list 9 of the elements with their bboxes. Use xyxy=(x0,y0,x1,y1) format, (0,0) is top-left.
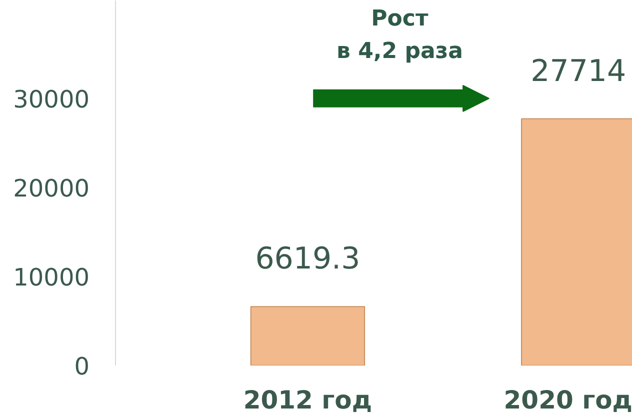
x-tick-label: 2020 год xyxy=(504,386,632,414)
y-tick-label: 20000 xyxy=(13,174,90,202)
data-label: 27714 xyxy=(530,54,626,89)
annotation: Рост в 4,2 раза xyxy=(336,6,463,64)
data-label: 6619.3 xyxy=(255,242,360,277)
y-tick-label: 10000 xyxy=(13,263,90,292)
y-tick-label: 30000 xyxy=(13,85,90,114)
y-tick-label: 0 xyxy=(74,352,90,380)
x-tick-label: 2012 год xyxy=(243,386,372,414)
